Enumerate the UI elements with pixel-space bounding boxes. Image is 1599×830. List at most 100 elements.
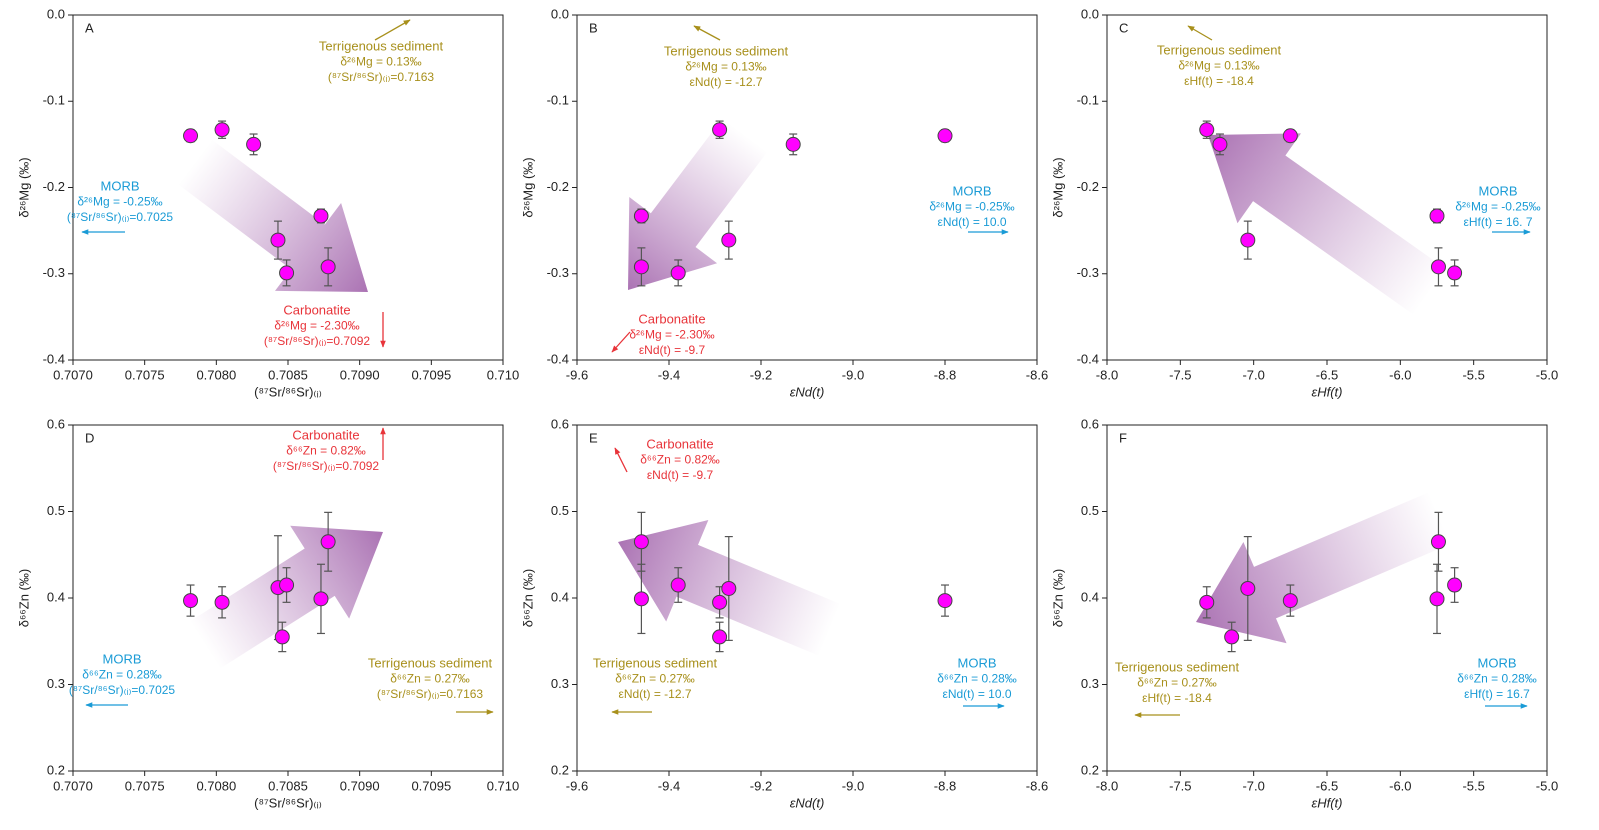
y-tick-label: 0.2 (47, 762, 65, 777)
x-tick-label: -7.5 (1169, 367, 1191, 382)
data-point (670, 577, 686, 593)
data-point (274, 629, 290, 645)
annotation-line: δ²⁶Mg = 0.13‰ (1178, 59, 1259, 73)
x-tick-label: -8.0 (1096, 367, 1118, 382)
data-point (1447, 265, 1463, 281)
plot-frame (1106, 424, 1548, 772)
annotation-line: εNd(t) = -9.7 (647, 468, 714, 482)
annotation-title: Terrigenous sediment (664, 43, 789, 58)
y-tick-label: 0.4 (1081, 589, 1099, 604)
data-point (1240, 580, 1256, 596)
data-point (1430, 259, 1446, 275)
annotation-line: εNd(t) = 10.0 (942, 687, 1011, 701)
annotation-title: Carbonatite (646, 436, 713, 451)
trend-arrow (628, 118, 768, 290)
annotation-line: (⁸⁷Sr/⁸⁶Sr)₍ᵢ₎=0.7092 (264, 334, 371, 348)
annotation-title: MORB (1478, 655, 1517, 670)
data-point (183, 593, 199, 609)
data-point (712, 122, 728, 138)
data-point (214, 122, 230, 138)
x-tick-label: -9.0 (842, 778, 864, 793)
x-tick-label: 0.710 (487, 778, 520, 793)
trend-arrow (1208, 133, 1447, 315)
data-point (633, 259, 649, 275)
annotation-line: δ⁶⁶Zn = 0.28‰ (82, 668, 162, 682)
x-axis-label: εHf(t) (1312, 795, 1343, 810)
data-point (246, 136, 262, 152)
data-point (712, 594, 728, 610)
data-point (270, 232, 286, 248)
y-axis-label: δ⁶⁶Zn (‰) (1050, 569, 1065, 627)
trend-arrow (1196, 492, 1451, 644)
data-point (1447, 577, 1463, 593)
y-tick-label: 0.5 (47, 503, 65, 518)
data-point (937, 593, 953, 609)
x-tick-label: -9.6 (566, 778, 588, 793)
x-tick-label: -6.5 (1316, 367, 1338, 382)
annotation-title: MORB (101, 178, 140, 193)
y-tick-label: -0.2 (1077, 179, 1099, 194)
y-axis-label: δ²⁶Mg (‰) (1050, 157, 1065, 217)
annotation-line: δ²⁶Mg = -0.25‰ (929, 200, 1014, 214)
data-point (1212, 136, 1228, 152)
data-point (313, 591, 329, 607)
y-tick-label: -0.1 (1077, 93, 1099, 108)
data-point (670, 265, 686, 281)
x-axis-label: εNd(t) (790, 384, 825, 399)
annotation-line: (⁸⁷Sr/⁸⁶Sr)₍ᵢ₎=0.7163 (377, 687, 484, 701)
y-tick-label: 0.2 (1081, 762, 1099, 777)
annotation-line: δ⁶⁶Zn = 0.27‰ (390, 672, 470, 686)
panel-label: C (1119, 20, 1128, 35)
x-tick-label: -5.5 (1462, 778, 1484, 793)
x-tick-label: -9.6 (566, 367, 588, 382)
y-tick-label: 0.0 (47, 6, 65, 21)
x-tick-label: 0.7085 (268, 367, 308, 382)
annotation-line: δ²⁶Mg = -0.25‰ (1455, 200, 1540, 214)
y-axis-label: δ⁶⁶Zn (‰) (520, 569, 535, 627)
data-point (183, 128, 199, 144)
annotation-line: εNd(t) = 10.0 (937, 215, 1006, 229)
data-point (721, 232, 737, 248)
annotation-line: δ⁶⁶Zn = 0.28‰ (937, 672, 1017, 686)
data-point (214, 594, 230, 610)
x-tick-label: -6.0 (1389, 778, 1411, 793)
data-point (1199, 594, 1215, 610)
x-tick-label: -8.0 (1096, 778, 1118, 793)
annotation-line: (⁸⁷Sr/⁸⁶Sr)₍ᵢ₎=0.7163 (328, 70, 435, 84)
data-point (1429, 591, 1445, 607)
annotation-line: (⁸⁷Sr/⁸⁶Sr)₍ᵢ₎=0.7092 (273, 459, 380, 473)
y-tick-label: 0.0 (1081, 6, 1099, 21)
panel-label: E (589, 430, 598, 445)
y-tick-label: -0.3 (1077, 265, 1099, 280)
data-point (320, 259, 336, 275)
annotation-line: δ⁶⁶Zn = 0.82‰ (640, 453, 720, 467)
annotation-line: δ⁶⁶Zn = 0.27‰ (1137, 676, 1217, 690)
data-point (633, 534, 649, 550)
x-tick-label: -6.5 (1316, 778, 1338, 793)
y-tick-label: 0.5 (551, 503, 569, 518)
annotation-line: δ⁶⁶Zn = 0.28‰ (1457, 672, 1537, 686)
trend-arrow (178, 139, 368, 292)
panel-label: A (85, 20, 94, 35)
annotation-title: Terrigenous sediment (1157, 42, 1282, 57)
annotation-title: MORB (103, 651, 142, 666)
x-tick-label: -9.4 (658, 778, 680, 793)
annotation-line: δ²⁶Mg = -2.30‰ (629, 328, 714, 342)
y-tick-label: -0.4 (1077, 351, 1099, 366)
data-point (633, 208, 649, 224)
y-tick-label: -0.1 (43, 93, 65, 108)
x-tick-label: 0.7095 (411, 367, 451, 382)
annotation-line: δ⁶⁶Zn = 0.27‰ (615, 672, 695, 686)
data-point (313, 208, 329, 224)
x-tick-label: 0.7075 (125, 778, 165, 793)
x-tick-label: -5.0 (1536, 367, 1558, 382)
x-tick-label: 0.7075 (125, 367, 165, 382)
y-tick-label: 0.4 (551, 589, 569, 604)
endmember-arrow (693, 25, 721, 41)
x-tick-label: 0.710 (487, 367, 520, 382)
x-tick-label: -8.6 (1026, 367, 1048, 382)
endmember-arrow (614, 447, 628, 473)
endmember-arrow (1187, 25, 1213, 41)
